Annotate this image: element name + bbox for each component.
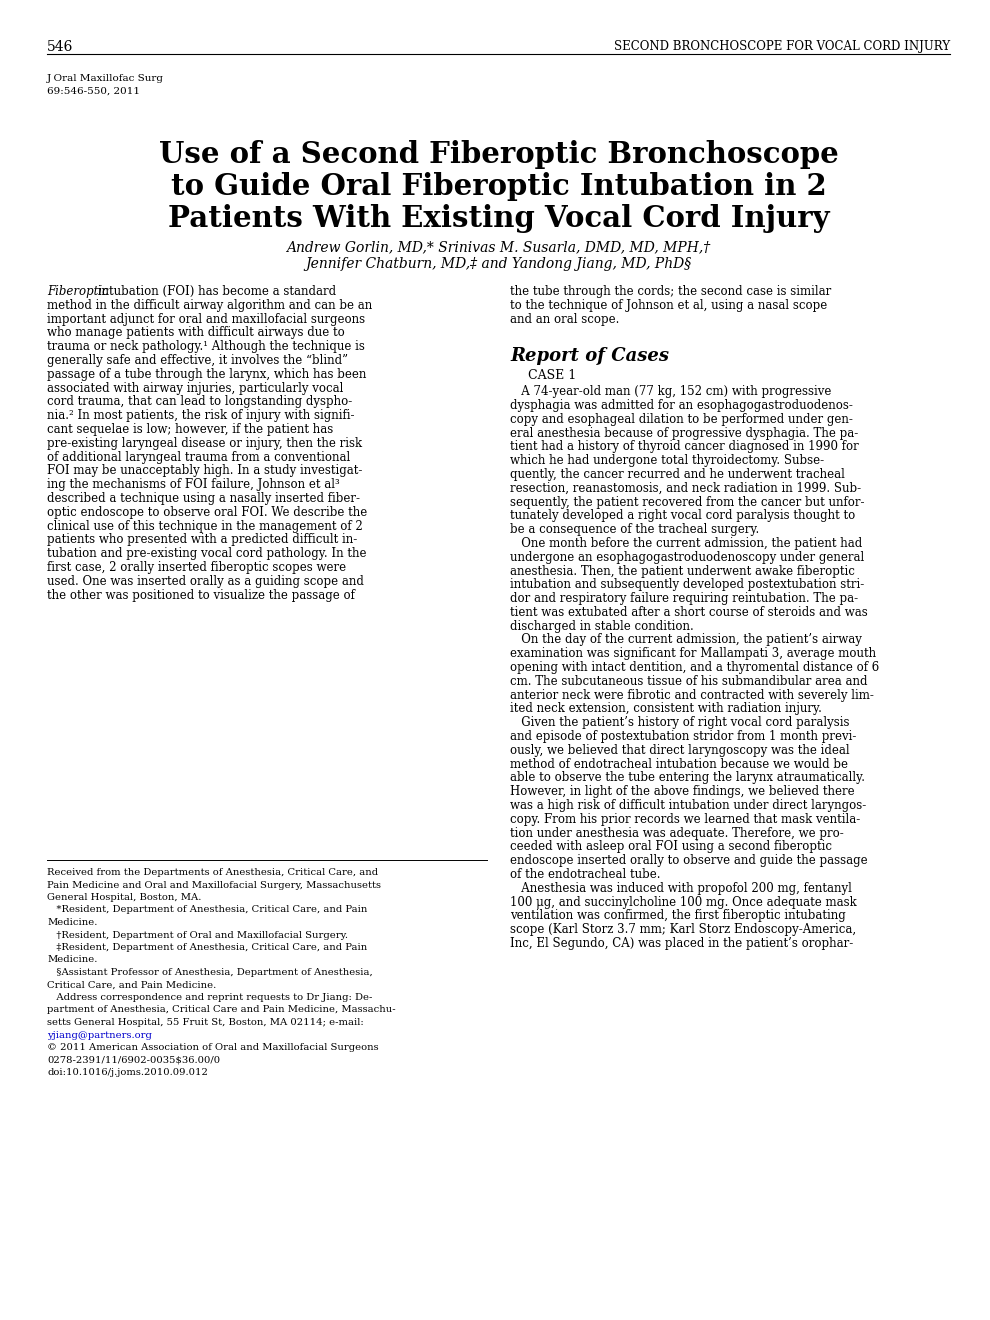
Text: partment of Anesthesia, Critical Care and Pain Medicine, Massachu-: partment of Anesthesia, Critical Care an… [47, 1006, 396, 1015]
Text: opening with intact dentition, and a thyromental distance of 6: opening with intact dentition, and a thy… [510, 661, 879, 675]
Text: Received from the Departments of Anesthesia, Critical Care, and: Received from the Departments of Anesthe… [47, 869, 378, 876]
Text: patients who presented with a predicted difficult in-: patients who presented with a predicted … [47, 533, 357, 546]
Text: Patients With Existing Vocal Cord Injury: Patients With Existing Vocal Cord Injury [167, 205, 830, 234]
Text: of the endotracheal tube.: of the endotracheal tube. [510, 869, 660, 880]
Text: method of endotracheal intubation because we would be: method of endotracheal intubation becaus… [510, 758, 848, 771]
Text: One month before the current admission, the patient had: One month before the current admission, … [510, 537, 862, 550]
Text: On the day of the current admission, the patient’s airway: On the day of the current admission, the… [510, 634, 862, 647]
Text: pre-existing laryngeal disease or injury, then the risk: pre-existing laryngeal disease or injury… [47, 437, 362, 450]
Text: dor and respiratory failure requiring reintubation. The pa-: dor and respiratory failure requiring re… [510, 593, 858, 605]
Text: undergone an esophagogastroduodenoscopy under general: undergone an esophagogastroduodenoscopy … [510, 550, 864, 564]
Text: 100 μg, and succinylcholine 100 mg. Once adequate mask: 100 μg, and succinylcholine 100 mg. Once… [510, 896, 856, 908]
Text: Use of a Second Fiberoptic Bronchoscope: Use of a Second Fiberoptic Bronchoscope [158, 140, 839, 169]
Text: examination was significant for Mallampati 3, average mouth: examination was significant for Mallampa… [510, 647, 876, 660]
Text: J Oral Maxillofac Surg: J Oral Maxillofac Surg [47, 74, 164, 83]
Text: intubation (FOI) has become a standard: intubation (FOI) has become a standard [94, 285, 337, 298]
Text: which he had undergone total thyroidectomy. Subse-: which he had undergone total thyroidecto… [510, 454, 824, 467]
Text: described a technique using a nasally inserted fiber-: described a technique using a nasally in… [47, 492, 360, 506]
Text: §Assistant Professor of Anesthesia, Department of Anesthesia,: §Assistant Professor of Anesthesia, Depa… [47, 968, 373, 977]
Text: Inc, El Segundo, CA) was placed in the patient’s orophar-: Inc, El Segundo, CA) was placed in the p… [510, 937, 853, 950]
Text: cm. The subcutaneous tissue of his submandibular area and: cm. The subcutaneous tissue of his subma… [510, 675, 867, 688]
Text: tient had a history of thyroid cancer diagnosed in 1990 for: tient had a history of thyroid cancer di… [510, 441, 858, 453]
Text: anterior neck were fibrotic and contracted with severely lim-: anterior neck were fibrotic and contract… [510, 689, 874, 702]
Text: CASE 1: CASE 1 [528, 370, 576, 381]
Text: endoscope inserted orally to observe and guide the passage: endoscope inserted orally to observe and… [510, 854, 867, 867]
Text: to Guide Oral Fiberoptic Intubation in 2: to Guide Oral Fiberoptic Intubation in 2 [170, 172, 827, 201]
Text: anesthesia. Then, the patient underwent awake fiberoptic: anesthesia. Then, the patient underwent … [510, 565, 855, 578]
Text: yjiang@partners.org: yjiang@partners.org [47, 1031, 151, 1040]
Text: SECOND BRONCHOSCOPE FOR VOCAL CORD INJURY: SECOND BRONCHOSCOPE FOR VOCAL CORD INJUR… [614, 40, 950, 53]
Text: 0278-2391/11/6902-0035$36.00/0: 0278-2391/11/6902-0035$36.00/0 [47, 1056, 220, 1064]
Text: resection, reanastomosis, and neck radiation in 1999. Sub-: resection, reanastomosis, and neck radia… [510, 482, 861, 495]
Text: *Resident, Department of Anesthesia, Critical Care, and Pain: *Resident, Department of Anesthesia, Cri… [47, 906, 367, 915]
Text: doi:10.1016/j.joms.2010.09.012: doi:10.1016/j.joms.2010.09.012 [47, 1068, 208, 1077]
Text: generally safe and effective, it involves the “blind”: generally safe and effective, it involve… [47, 354, 348, 367]
Text: of additional laryngeal trauma from a conventional: of additional laryngeal trauma from a co… [47, 450, 350, 463]
Text: Fiberoptic: Fiberoptic [47, 285, 109, 298]
Text: cord trauma, that can lead to longstanding dyspho-: cord trauma, that can lead to longstandi… [47, 396, 352, 408]
Text: ously, we believed that direct laryngoscopy was the ideal: ously, we believed that direct laryngosc… [510, 744, 849, 756]
Text: Anesthesia was induced with propofol 200 mg, fentanyl: Anesthesia was induced with propofol 200… [510, 882, 851, 895]
Text: Andrew Gorlin, MD,* Srinivas M. Susarla, DMD, MD, MPH,†: Andrew Gorlin, MD,* Srinivas M. Susarla,… [286, 240, 711, 253]
Text: However, in light of the above findings, we believed there: However, in light of the above findings,… [510, 785, 854, 799]
Text: Pain Medicine and Oral and Maxillofacial Surgery, Massachusetts: Pain Medicine and Oral and Maxillofacial… [47, 880, 381, 890]
Text: ceeded with asleep oral FOI using a second fiberoptic: ceeded with asleep oral FOI using a seco… [510, 841, 832, 854]
Text: copy. From his prior records we learned that mask ventila-: copy. From his prior records we learned … [510, 813, 860, 826]
Text: who manage patients with difficult airways due to: who manage patients with difficult airwa… [47, 326, 345, 339]
Text: ventilation was confirmed, the first fiberoptic intubating: ventilation was confirmed, the first fib… [510, 909, 845, 923]
Text: copy and esophageal dilation to be performed under gen-: copy and esophageal dilation to be perfo… [510, 413, 852, 425]
Text: the tube through the cords; the second case is similar: the tube through the cords; the second c… [510, 285, 832, 298]
Text: tion under anesthesia was adequate. Therefore, we pro-: tion under anesthesia was adequate. Ther… [510, 826, 843, 840]
Text: 546: 546 [47, 40, 73, 54]
Text: 69:546-550, 2011: 69:546-550, 2011 [47, 87, 140, 96]
Text: discharged in stable condition.: discharged in stable condition. [510, 619, 694, 632]
Text: ited neck extension, consistent with radiation injury.: ited neck extension, consistent with rad… [510, 702, 822, 715]
Text: scope (Karl Storz 3.7 mm; Karl Storz Endoscopy-America,: scope (Karl Storz 3.7 mm; Karl Storz End… [510, 923, 856, 936]
Text: tunately developed a right vocal cord paralysis thought to: tunately developed a right vocal cord pa… [510, 510, 855, 523]
Text: able to observe the tube entering the larynx atraumatically.: able to observe the tube entering the la… [510, 771, 865, 784]
Text: passage of a tube through the larynx, which has been: passage of a tube through the larynx, wh… [47, 368, 366, 380]
Text: and an oral scope.: and an oral scope. [510, 313, 620, 326]
Text: optic endoscope to observe oral FOI. We describe the: optic endoscope to observe oral FOI. We … [47, 506, 367, 519]
Text: Address correspondence and reprint requests to Dr Jiang: De-: Address correspondence and reprint reque… [47, 993, 372, 1002]
Text: and episode of postextubation stridor from 1 month previ-: and episode of postextubation stridor fr… [510, 730, 856, 743]
Text: Report of Cases: Report of Cases [510, 347, 669, 366]
Text: to the technique of Johnson et al, using a nasal scope: to the technique of Johnson et al, using… [510, 298, 828, 312]
Text: †Resident, Department of Oral and Maxillofacial Surgery.: †Resident, Department of Oral and Maxill… [47, 931, 348, 940]
Text: important adjunct for oral and maxillofacial surgeons: important adjunct for oral and maxillofa… [47, 313, 365, 326]
Text: FOI may be unacceptably high. In a study investigat-: FOI may be unacceptably high. In a study… [47, 465, 362, 478]
Text: Given the patient’s history of right vocal cord paralysis: Given the patient’s history of right voc… [510, 717, 849, 729]
Text: sequently, the patient recovered from the cancer but unfor-: sequently, the patient recovered from th… [510, 495, 864, 508]
Text: trauma or neck pathology.¹ Although the technique is: trauma or neck pathology.¹ Although the … [47, 341, 365, 354]
Text: was a high risk of difficult intubation under direct laryngos-: was a high risk of difficult intubation … [510, 799, 866, 812]
Text: clinical use of this technique in the management of 2: clinical use of this technique in the ma… [47, 520, 362, 532]
Text: Critical Care, and Pain Medicine.: Critical Care, and Pain Medicine. [47, 981, 216, 990]
Text: intubation and subsequently developed postextubation stri-: intubation and subsequently developed po… [510, 578, 864, 591]
Text: dysphagia was admitted for an esophagogastroduodenos-: dysphagia was admitted for an esophagoga… [510, 399, 852, 412]
Text: Medicine.: Medicine. [47, 956, 97, 965]
Text: method in the difficult airway algorithm and can be an: method in the difficult airway algorithm… [47, 298, 372, 312]
Text: Jennifer Chatburn, MD,‡ and Yandong Jiang, MD, PhD§: Jennifer Chatburn, MD,‡ and Yandong Jian… [305, 257, 692, 271]
Text: nia.² In most patients, the risk of injury with signifi-: nia.² In most patients, the risk of inju… [47, 409, 354, 422]
Text: tubation and pre-existing vocal cord pathology. In the: tubation and pre-existing vocal cord pat… [47, 548, 366, 560]
Text: first case, 2 orally inserted fiberoptic scopes were: first case, 2 orally inserted fiberoptic… [47, 561, 346, 574]
Text: be a consequence of the tracheal surgery.: be a consequence of the tracheal surgery… [510, 523, 759, 536]
Text: General Hospital, Boston, MA.: General Hospital, Boston, MA. [47, 894, 201, 902]
Text: setts General Hospital, 55 Fruit St, Boston, MA 02114; e-mail:: setts General Hospital, 55 Fruit St, Bos… [47, 1018, 363, 1027]
Text: quently, the cancer recurred and he underwent tracheal: quently, the cancer recurred and he unde… [510, 467, 844, 480]
Text: cant sequelae is low; however, if the patient has: cant sequelae is low; however, if the pa… [47, 422, 334, 436]
Text: A 74-year-old man (77 kg, 152 cm) with progressive: A 74-year-old man (77 kg, 152 cm) with p… [510, 385, 832, 399]
Text: ‡Resident, Department of Anesthesia, Critical Care, and Pain: ‡Resident, Department of Anesthesia, Cri… [47, 942, 367, 952]
Text: used. One was inserted orally as a guiding scope and: used. One was inserted orally as a guidi… [47, 574, 364, 587]
Text: ing the mechanisms of FOI failure, Johnson et al³: ing the mechanisms of FOI failure, Johns… [47, 478, 340, 491]
Text: tient was extubated after a short course of steroids and was: tient was extubated after a short course… [510, 606, 868, 619]
Text: Medicine.: Medicine. [47, 917, 97, 927]
Text: eral anesthesia because of progressive dysphagia. The pa-: eral anesthesia because of progressive d… [510, 426, 858, 440]
Text: associated with airway injuries, particularly vocal: associated with airway injuries, particu… [47, 381, 344, 395]
Text: the other was positioned to visualize the passage of: the other was positioned to visualize th… [47, 589, 354, 602]
Text: © 2011 American Association of Oral and Maxillofacial Surgeons: © 2011 American Association of Oral and … [47, 1043, 378, 1052]
